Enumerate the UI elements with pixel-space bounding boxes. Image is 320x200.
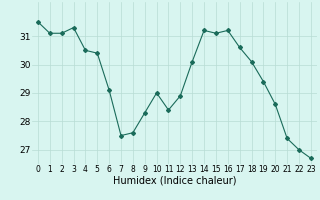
X-axis label: Humidex (Indice chaleur): Humidex (Indice chaleur) [113, 176, 236, 186]
